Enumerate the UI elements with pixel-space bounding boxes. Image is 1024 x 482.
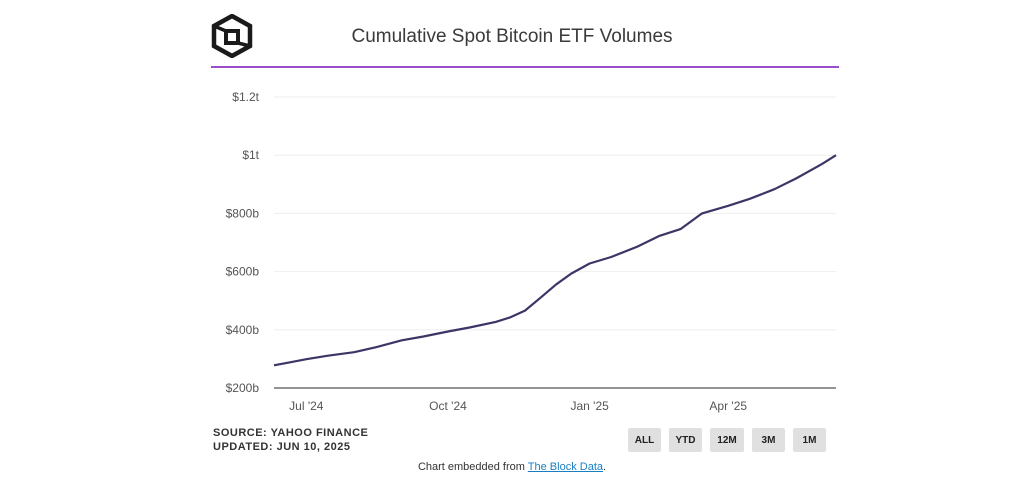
the-block-cube-logo-icon [211,14,253,58]
x-tick-label: Oct '24 [429,399,467,413]
chart-gridlines [274,96,836,389]
range-button-all[interactable]: ALL [628,428,661,452]
series-line-cumulative-volume [273,154,837,367]
range-button-1m[interactable]: 1M [793,428,826,452]
y-tick-label: $800b [226,206,260,220]
embed-note: Chart embedded from The Block Data. [0,461,1024,473]
x-tick-label: Jan '25 [570,399,609,413]
chart-title: Cumulative Spot Bitcoin ETF Volumes [351,26,673,47]
source-text: SOURCE: YAHOO FINANCE [213,427,369,439]
y-tick-label: $400b [226,323,260,337]
y-tick-label: $600b [226,265,260,279]
x-axis-labels: Jul '24 Oct '24 Jan '25 Apr '25 [289,399,747,413]
source-note: SOURCE: YAHOO FINANCE UPDATED: JUN 10, 2… [213,426,368,454]
updated-text: UPDATED: JUN 10, 2025 [213,441,351,453]
range-selector: ALL YTD 12M 3M 1M [628,428,826,452]
range-button-ytd[interactable]: YTD [669,428,702,452]
y-tick-label: $1t [242,148,259,162]
y-axis-labels: $200b $400b $600b $800b $1t $1.2t [226,90,260,395]
x-tick-label: Jul '24 [289,399,324,413]
y-tick-label: $200b [226,381,260,395]
range-button-3m[interactable]: 3M [752,428,785,452]
range-button-12m[interactable]: 12M [710,428,744,452]
title-divider [211,66,839,68]
the-block-data-link[interactable]: The Block Data [527,461,603,473]
y-tick-label: $1.2t [232,90,259,104]
x-tick-label: Apr '25 [709,399,747,413]
embed-suffix: . [603,461,607,473]
embed-prefix: Chart embedded from [417,461,528,473]
